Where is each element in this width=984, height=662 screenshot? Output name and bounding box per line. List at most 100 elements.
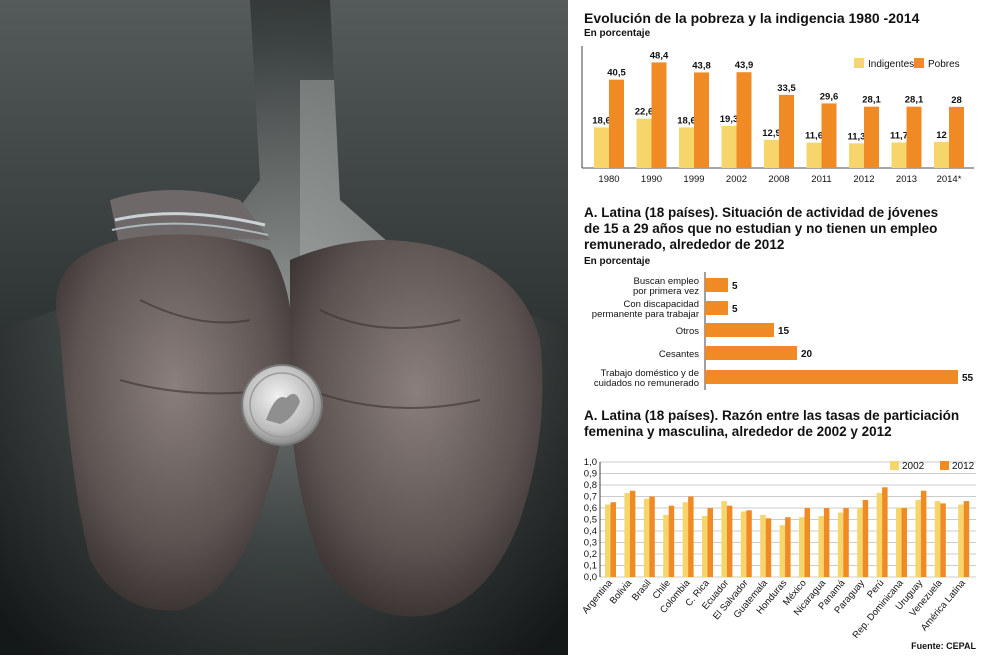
bar-indigentes-1999: [679, 127, 694, 168]
ratio-bar-2002-12: [837, 512, 844, 577]
chart2-title-line-1: A. Latina (18 países). Situación de acti…: [584, 205, 939, 220]
bar-indigentes-2014*: [934, 141, 949, 168]
bar-label-indigentes-2014*: 12: [936, 130, 947, 141]
legend-label-pobres: Pobres: [928, 59, 960, 70]
bar-indigentes-2002: [721, 125, 737, 168]
y-tick-1: 0,9: [584, 469, 597, 480]
chart2-subtitle: En porcentaje: [584, 256, 651, 267]
country-label-2: Brasil: [630, 578, 654, 603]
year-tick-2014*: 2014*: [937, 174, 962, 185]
legend-label-2012: 2012: [952, 461, 975, 472]
bar-label-pobres-1999: 43,8: [692, 60, 711, 71]
ratio-bar-2002-15: [896, 508, 902, 577]
bar-label-pobres-2011: 29,6: [820, 91, 839, 102]
ratio-bar-2012-18: [963, 501, 970, 577]
hbar-value-2: 15: [778, 326, 790, 337]
ratio-bar-2012-4: [688, 496, 694, 577]
photo-illustration: [0, 0, 568, 655]
participation-ratio-chart: 1,00,90,80,70,60,50,40,30,20,10,0 2002 20…: [580, 457, 976, 641]
bar-indigentes-2008: [764, 139, 779, 168]
ratio-bar-2012-9: [785, 517, 791, 577]
ratio-bar-2012-3: [668, 505, 675, 577]
bar-label-indigentes-1980: 18,6: [592, 115, 611, 126]
y-tick-4: 0,6: [584, 503, 597, 514]
year-tick-2012: 2012: [853, 174, 874, 185]
bar-pobres-1999: [694, 72, 709, 168]
y-tick-9: 0,1: [584, 561, 597, 572]
ratio-bar-2002-3: [663, 514, 669, 577]
bar-label-pobres-2012: 28,1: [862, 95, 881, 106]
year-tick-2008: 2008: [768, 174, 789, 185]
y-tick-6: 0,4: [584, 526, 597, 537]
ratio-bar-2002-6: [721, 501, 727, 577]
legend-swatch-2012: [940, 461, 949, 470]
bar-label-indigentes-2002: 19,3: [720, 114, 739, 125]
ratio-bar-2012-2: [649, 496, 655, 577]
year-tick-2002: 2002: [726, 174, 747, 185]
bar-pobres-1990: [651, 62, 667, 168]
hbar-0: [705, 278, 728, 292]
chart3-title-line-1: A. Latina (18 países). Razón entre las t…: [584, 408, 960, 423]
year-tick-1990: 1990: [641, 174, 662, 185]
hbar-category-1-line-0: Con discapacidad: [623, 299, 699, 310]
bar-pobres-2011: [821, 103, 837, 168]
hbar-category-4-line-0: Trabajo doméstico y de: [601, 368, 699, 379]
y-tick-8: 0,2: [584, 549, 597, 560]
bar-label-indigentes-2008: 12,9: [762, 128, 781, 139]
bar-indigentes-1980: [594, 127, 609, 168]
legend-swatch-2002: [890, 461, 899, 470]
hbar-category-1-line-1: permanente para trabajar: [592, 309, 699, 320]
hbar-category-2-line-0: Otros: [676, 326, 699, 337]
ratio-bar-2002-18: [958, 504, 964, 577]
hbar-1: [705, 301, 728, 315]
ratio-bar-2002-8: [760, 514, 766, 577]
chart1-subtitle: En porcentaje: [584, 28, 651, 39]
bar-pobres-1980: [609, 79, 624, 168]
ratio-bar-2002-2: [643, 498, 650, 577]
bar-label-indigentes-1999: 18,6: [677, 115, 696, 126]
bar-label-pobres-2008: 33,5: [777, 83, 796, 94]
ratio-bar-2002-7: [740, 511, 747, 577]
country-label-1: Bolivia: [608, 577, 635, 606]
year-tick-2011: 2011: [811, 174, 831, 185]
ratio-bar-2002-9: [779, 525, 786, 577]
ratio-bar-2002-13: [857, 508, 863, 577]
ratio-bar-2012-6: [726, 505, 733, 577]
ratio-bar-2012-5: [707, 508, 713, 577]
bar-label-indigentes-2011: 11,6: [805, 131, 823, 142]
legend-swatch-pobres: [914, 58, 924, 68]
ratio-bar-2012-15: [901, 508, 907, 577]
ratio-bar-2012-12: [843, 508, 849, 577]
ratio-bar-2002-5: [702, 516, 708, 577]
bar-label-pobres-2013: 28,1: [905, 95, 924, 106]
legend-label-2002: 2002: [902, 461, 925, 472]
chart3-title-line-2: femenina y masculina, alrededor de 2002 …: [584, 424, 892, 439]
y-tick-7: 0,3: [584, 538, 597, 549]
ratio-bar-2012-0: [610, 502, 616, 577]
ratio-bar-2012-1: [629, 490, 636, 577]
ratio-bar-2002-17: [934, 501, 941, 577]
hbar-3: [705, 346, 797, 360]
ratio-bar-2002-1: [624, 493, 630, 577]
ratio-bar-2002-11: [818, 516, 824, 577]
chart2-title-line-3: remunerado, alrededor de 2012: [584, 237, 785, 252]
hbar-value-4: 55: [962, 373, 974, 384]
bar-pobres-2014*: [949, 106, 964, 168]
chart2-title-line-2: de 15 a 29 años que no estudian y no tie…: [584, 221, 938, 236]
ratio-bar-2012-16: [920, 490, 927, 577]
ratio-bar-2002-4: [682, 502, 689, 577]
bar-pobres-2013: [906, 106, 922, 168]
year-tick-1999: 1999: [683, 174, 704, 185]
bar-label-pobres-2014*: 28: [951, 95, 962, 106]
hbar-value-3: 20: [801, 349, 813, 360]
legend-label-indigentes: Indigentes: [868, 59, 914, 70]
bar-indigentes-2011: [806, 142, 822, 168]
ratio-bar-2012-14: [882, 487, 888, 577]
bar-indigentes-2013: [891, 142, 907, 168]
ratio-bar-2012-13: [862, 499, 869, 577]
hbar-category-3-line-0: Cesantes: [659, 349, 699, 360]
hbar-category-4-line-1: cuidados no remunerado: [594, 378, 699, 389]
y-tick-5: 0,5: [584, 515, 597, 526]
bar-indigentes-1990: [636, 118, 652, 168]
